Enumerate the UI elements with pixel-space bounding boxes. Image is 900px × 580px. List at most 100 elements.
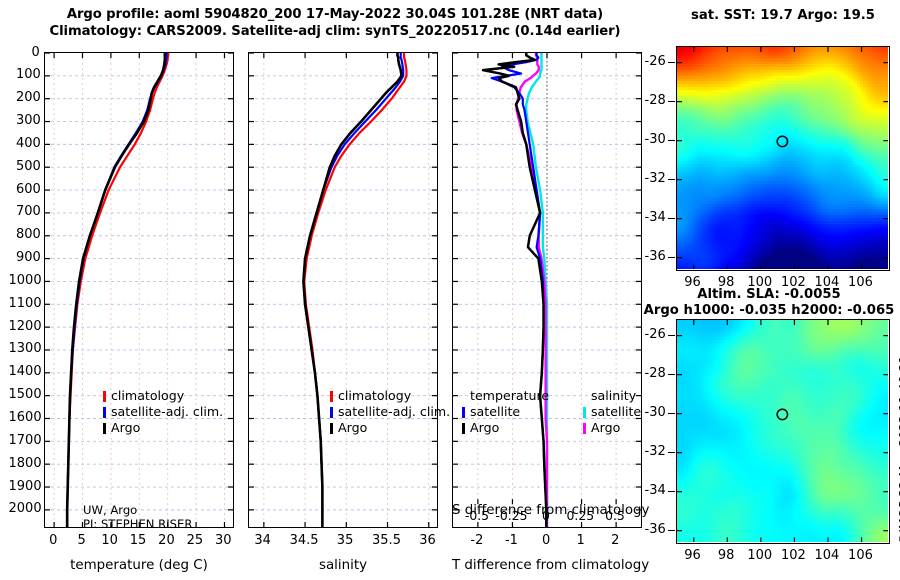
temperature-tick-0: 0	[49, 532, 58, 548]
sst-lat-tickmark	[668, 218, 675, 220]
sla-lat-tick-m26: -26	[644, 327, 666, 343]
depth-tick-2000: 2000	[8, 501, 42, 517]
sla-lat-tick-m34: -34	[644, 483, 666, 499]
temperature-axis-label: temperature (deg C)	[70, 558, 208, 573]
legend-item-label: Argo	[591, 420, 621, 435]
sla-lon-tick-104: 104	[814, 547, 840, 563]
legend-item-label: satellite-adj. clim.	[338, 404, 451, 419]
tdiff-tick-0: 0	[542, 532, 551, 548]
legend-color-swatch	[103, 422, 106, 434]
depth-tick-1100: 1100	[8, 295, 42, 311]
sla-lat-tickmark	[668, 530, 675, 532]
difference-profile-panel	[452, 52, 642, 528]
depth-tick-0: 0	[31, 44, 40, 60]
temperature-profile-plot	[45, 53, 233, 527]
legend-color-swatch	[103, 406, 106, 418]
sdiff-tick-m0p5: -0.5	[464, 507, 490, 523]
legend-color-swatch	[583, 406, 586, 418]
legend-item: Argo	[583, 420, 641, 436]
depth-tick-900: 900	[16, 250, 41, 266]
sst-lat-tick-m34: -34	[644, 210, 666, 226]
sst-map-title: sat. SST: 19.7 Argo: 19.5	[691, 8, 875, 23]
tdiff-tick-m2: -2	[470, 532, 484, 548]
temperature-profile-legend: climatology satellite-adj. clim. Argo	[103, 388, 223, 436]
legend-item: climatology	[103, 388, 223, 404]
depth-tick-200: 200	[16, 90, 41, 106]
legend-item: satellite-adj. clim.	[103, 404, 223, 420]
sla-lon-tick-98: 98	[717, 547, 735, 563]
sla-lat-tick-m28: -28	[644, 366, 666, 382]
page-title-line1: Argo profile: aoml 5904820_200 17-May-20…	[66, 7, 604, 22]
sst-lat-tick-m30: -30	[644, 132, 666, 148]
depth-tick-100: 100	[16, 67, 41, 83]
legend-item: satellite-adj. clim.	[330, 404, 450, 420]
sla-lat-tickmark	[668, 374, 675, 376]
legend-item: Argo	[330, 420, 450, 436]
sst-lat-tick-m26: -26	[644, 54, 666, 70]
salinity-difference-axis-label: S difference from climatology	[452, 503, 650, 518]
attribution-line1: UW, Argo	[83, 503, 138, 517]
temperature-tick-20: 20	[158, 532, 175, 548]
temperature-tick-25: 25	[186, 532, 204, 548]
salinity-tick-36: 36	[419, 532, 436, 548]
tdiff-tick-m1: -1	[504, 532, 518, 548]
depth-tick-1200: 1200	[8, 318, 42, 334]
legend-color-swatch	[462, 406, 465, 418]
difference-legend-temperature: temperature satellite Argo	[462, 388, 549, 436]
sst-map-panel	[676, 46, 890, 271]
legend-color-swatch	[330, 422, 333, 434]
profile-attribution: UW, Argo PI: STEPHEN RISER	[83, 503, 192, 531]
difference-profile-plot	[453, 53, 641, 527]
sst-lat-tickmark	[668, 140, 675, 142]
legend-item: climatology	[330, 388, 450, 404]
depth-tick-1400: 1400	[8, 364, 42, 380]
sst-lat-tickmark	[668, 257, 675, 259]
attribution-line2: PI: STEPHEN RISER	[83, 517, 193, 531]
sla-lon-tick-102: 102	[780, 547, 806, 563]
legend-item: Argo	[462, 420, 549, 436]
sst-lon-tick-98: 98	[717, 274, 735, 290]
sla-lon-tick-96: 96	[684, 547, 701, 563]
sla-lon-tick-106: 106	[848, 547, 873, 563]
depth-tick-800: 800	[16, 227, 41, 243]
temperature-tick-15: 15	[129, 532, 147, 548]
legend-item-label: climatology	[338, 388, 412, 403]
sla-lat-tickmark	[668, 491, 675, 493]
legend-item-label: satellite	[591, 404, 642, 419]
salinity-tick-34p5: 34.5	[289, 532, 319, 548]
temperature-tick-10: 10	[101, 532, 118, 548]
sst-lat-tickmark	[668, 62, 675, 64]
sst-lat-tick-m32: -32	[644, 171, 666, 187]
sst-lon-tick-96: 96	[684, 274, 701, 290]
depth-tick-300: 300	[16, 113, 41, 129]
page-title-line2: Climatology: CARS2009. Satellite-adj cli…	[49, 24, 621, 39]
legend-item-label: Argo	[470, 420, 500, 435]
legend-color-swatch	[330, 406, 333, 418]
sst-lon-tick-102: 102	[780, 274, 806, 290]
sla-map-panel	[676, 319, 890, 544]
legend-color-swatch	[462, 422, 465, 434]
sdiff-tick-0p5: 0.5	[605, 507, 625, 523]
sdiff-tick-0p25: 0.25	[566, 507, 595, 523]
temperature-profile-panel	[44, 52, 234, 528]
sst-lon-tick-100: 100	[747, 274, 773, 290]
depth-tick-1800: 1800	[8, 455, 42, 471]
tdiff-tick-1: 1	[576, 532, 585, 548]
salinity-tick-35p5: 35.5	[372, 532, 401, 548]
sst-lat-tick-m36: -36	[644, 249, 666, 265]
depth-tick-1000: 1000	[8, 272, 42, 288]
depth-tick-1500: 1500	[8, 387, 42, 403]
sla-lat-tick-m32: -32	[644, 444, 666, 460]
sla-lon-tick-100: 100	[747, 547, 773, 563]
sla-lat-tickmark	[668, 452, 675, 454]
sst-map-image	[677, 47, 889, 270]
difference-legend-salinity: salinity satellite Argo	[583, 388, 641, 436]
sla-map-title-line2: Argo h1000: -0.035 h2000: -0.065	[643, 303, 895, 318]
sst-lat-tick-m28: -28	[644, 93, 666, 109]
sla-map-title: Altim. SLA: -0.0055 Argo h1000: -0.035 h…	[640, 287, 898, 319]
legend-item-label: Argo	[338, 420, 368, 435]
legend-item: Argo	[103, 420, 223, 436]
sla-lat-tick-m36: -36	[644, 522, 666, 538]
salinity-tick-35: 35	[336, 532, 354, 548]
legend-color-swatch	[103, 390, 106, 402]
